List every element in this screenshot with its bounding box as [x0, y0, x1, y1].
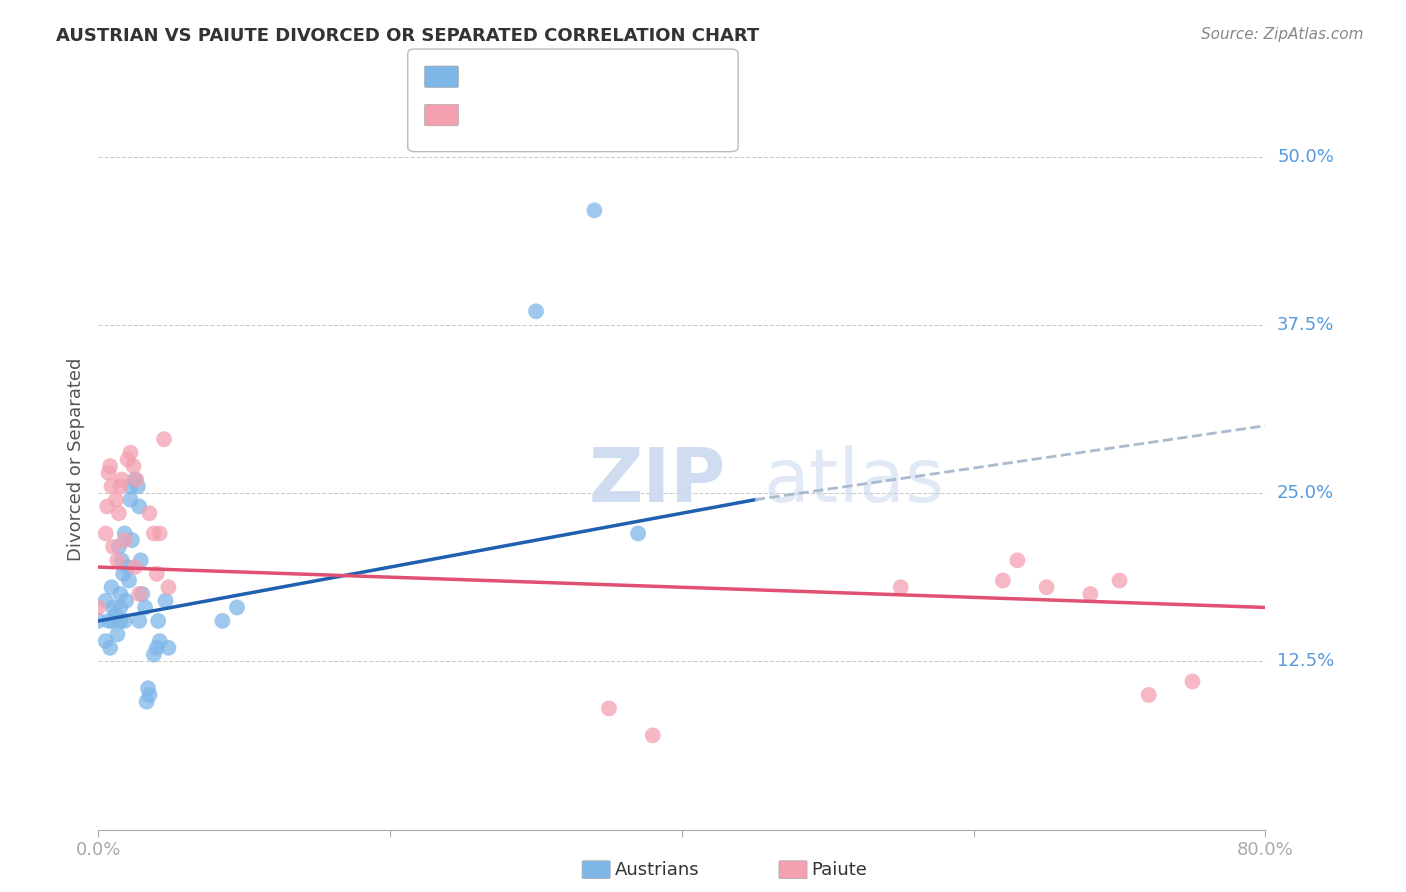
Text: atlas: atlas	[763, 445, 945, 518]
Point	[121, 533, 143, 548]
Point	[135, 695, 157, 709]
Point	[1137, 688, 1160, 702]
Text: 12.5%: 12.5%	[1277, 652, 1334, 670]
Point	[1181, 674, 1204, 689]
Point	[148, 614, 170, 628]
Point	[98, 459, 121, 474]
Point	[96, 500, 118, 514]
Point	[226, 600, 249, 615]
Point	[627, 526, 650, 541]
Text: 25.0%: 25.0%	[1277, 484, 1334, 502]
Point	[117, 452, 139, 467]
Point	[101, 600, 124, 615]
Point	[142, 648, 165, 662]
Point	[101, 614, 124, 628]
Text: R =  -0.126: R = -0.126	[465, 106, 568, 124]
Point	[890, 580, 912, 594]
Point	[211, 614, 233, 628]
Text: AUSTRIAN VS PAIUTE DIVORCED OR SEPARATED CORRELATION CHART: AUSTRIAN VS PAIUTE DIVORCED OR SEPARATED…	[56, 27, 759, 45]
Point	[129, 553, 152, 567]
Point	[149, 526, 172, 541]
Point	[105, 553, 128, 567]
Point	[108, 540, 131, 554]
Point	[146, 640, 169, 655]
Point	[114, 526, 136, 541]
Point	[120, 479, 142, 493]
Point	[101, 540, 124, 554]
Text: N =: N =	[605, 68, 644, 86]
Point	[94, 526, 117, 541]
Point	[118, 574, 141, 588]
Point	[127, 479, 149, 493]
Point	[124, 473, 146, 487]
Point	[104, 492, 127, 507]
Text: R =  0.281: R = 0.281	[465, 68, 561, 86]
Point	[120, 445, 142, 459]
Text: 37.5%: 37.5%	[1277, 316, 1334, 334]
Point	[125, 473, 148, 487]
Point	[97, 466, 120, 480]
Point	[111, 473, 134, 487]
Point	[110, 587, 132, 601]
Point	[128, 614, 150, 628]
Point	[110, 614, 132, 628]
Point	[87, 600, 110, 615]
Text: Paiute: Paiute	[811, 861, 868, 879]
Point	[146, 566, 169, 581]
Point	[1108, 574, 1130, 588]
Point	[991, 574, 1014, 588]
Point	[110, 600, 132, 615]
Point	[1007, 553, 1029, 567]
Point	[128, 500, 150, 514]
Point	[100, 479, 122, 493]
Point	[138, 506, 160, 520]
Point	[117, 560, 139, 574]
Point	[100, 580, 122, 594]
Point	[94, 634, 117, 648]
Point	[124, 560, 146, 574]
Point	[131, 587, 153, 601]
Point	[114, 614, 136, 628]
Point	[641, 728, 664, 742]
Point	[114, 533, 136, 548]
Point	[98, 640, 121, 655]
Point	[105, 627, 128, 641]
Text: Source: ZipAtlas.com: Source: ZipAtlas.com	[1201, 27, 1364, 42]
Text: N =: N =	[605, 106, 644, 124]
Point	[157, 580, 180, 594]
Text: Austrians: Austrians	[614, 861, 699, 879]
Point	[94, 593, 117, 607]
Point	[136, 681, 159, 696]
Point	[524, 304, 547, 318]
Point	[153, 432, 176, 446]
Point	[120, 492, 142, 507]
Y-axis label: Divorced or Separated: Divorced or Separated	[66, 358, 84, 561]
Point	[134, 600, 156, 615]
Point	[583, 203, 606, 218]
Point	[1080, 587, 1102, 601]
Point	[128, 587, 150, 601]
Point	[142, 526, 165, 541]
Text: 50.0%: 50.0%	[1277, 147, 1334, 166]
Point	[157, 640, 180, 655]
Point	[155, 593, 177, 607]
Point	[111, 553, 134, 567]
Text: 35: 35	[637, 106, 662, 124]
Point	[97, 614, 120, 628]
Point	[138, 688, 160, 702]
Text: 45: 45	[637, 68, 662, 86]
Point	[1035, 580, 1057, 594]
Point	[598, 701, 620, 715]
Point	[104, 607, 127, 622]
Point	[87, 614, 110, 628]
Point	[112, 566, 135, 581]
Point	[108, 506, 131, 520]
Point	[149, 634, 172, 648]
Point	[110, 479, 132, 493]
Point	[122, 459, 145, 474]
Point	[115, 593, 138, 607]
Text: ZIP: ZIP	[589, 445, 725, 518]
